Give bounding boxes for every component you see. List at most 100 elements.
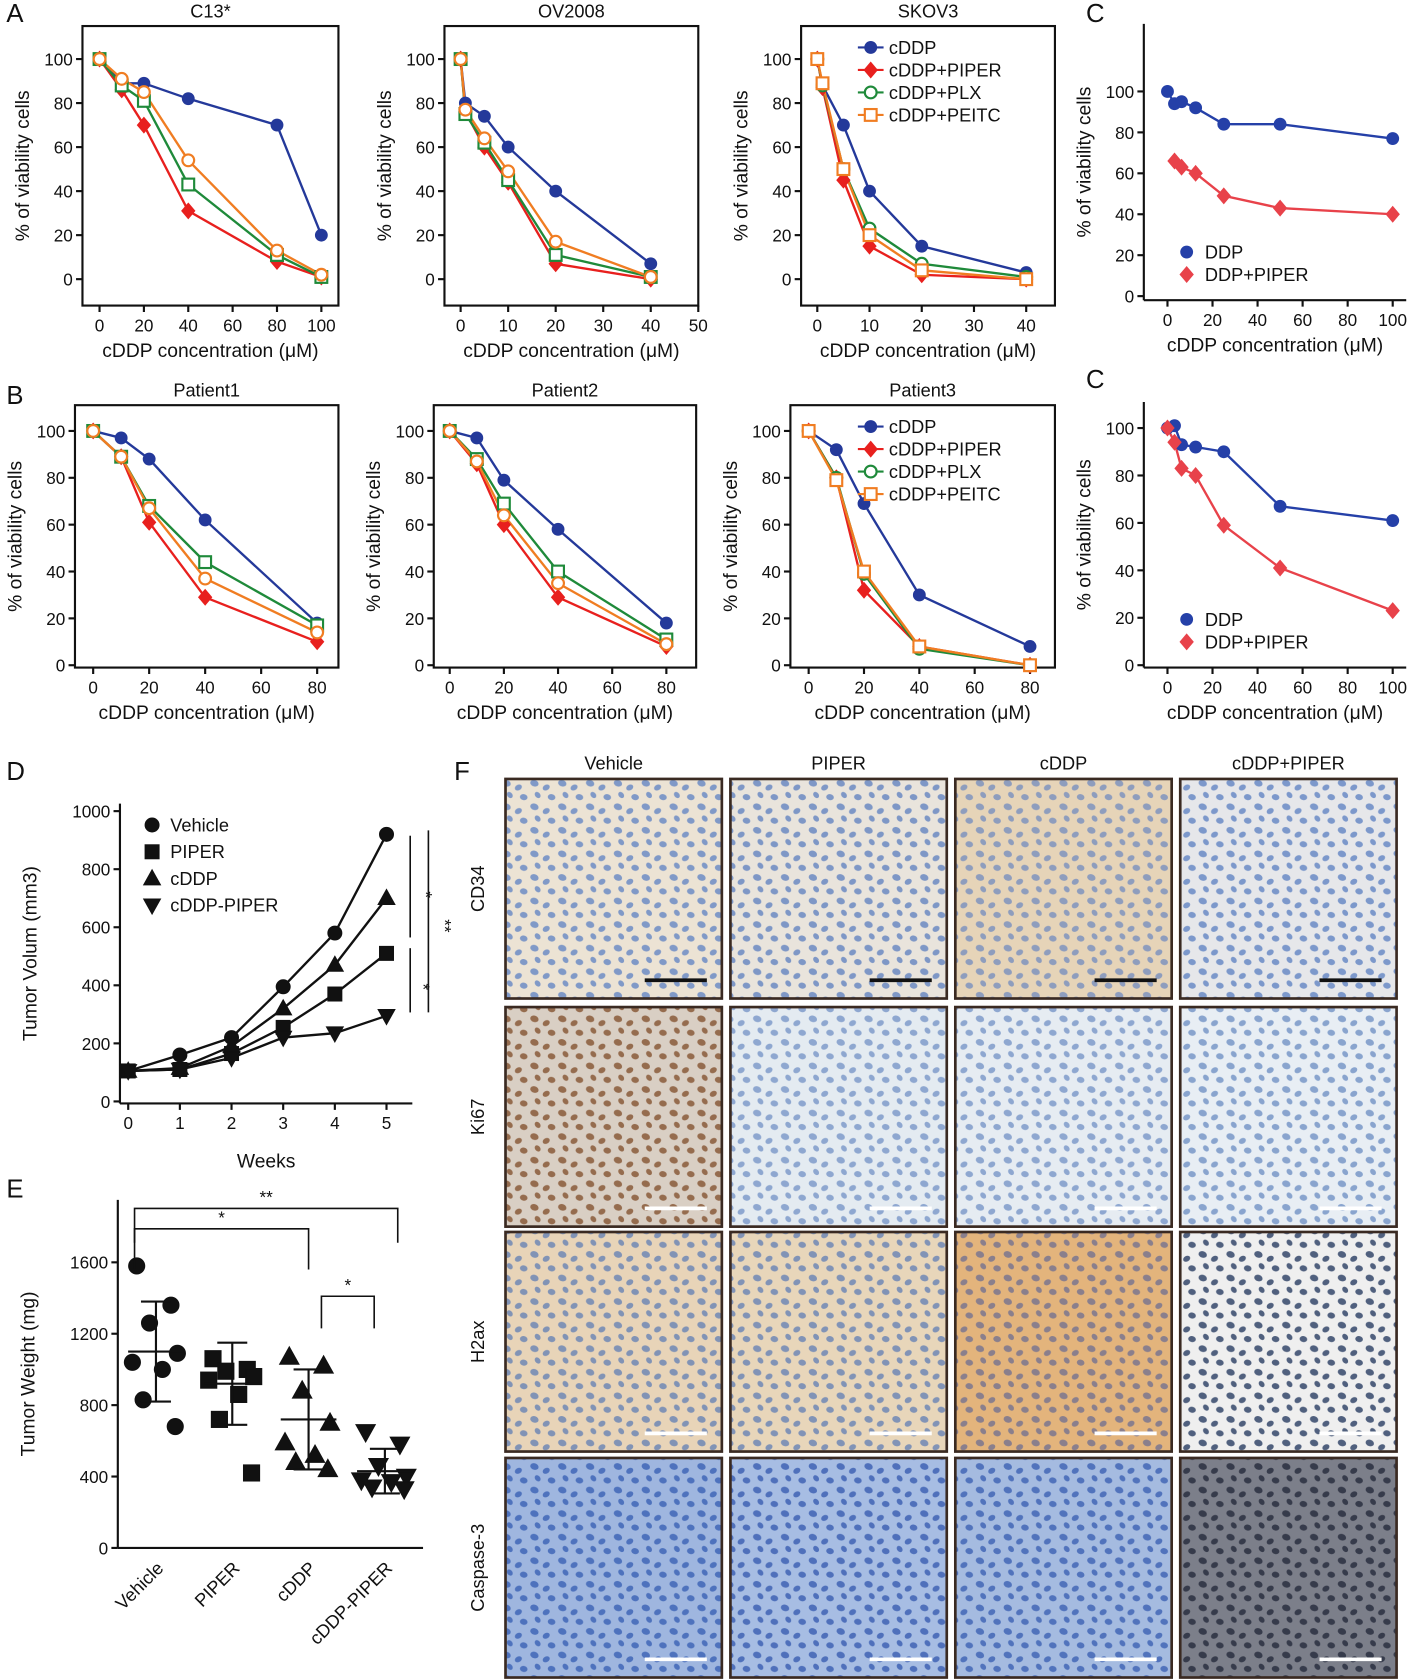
marker: [285, 1451, 307, 1471]
y-tick-label: 20: [762, 609, 781, 629]
series-line: [128, 1014, 387, 1073]
marker: [864, 420, 878, 434]
x-tick-label: 20: [140, 677, 159, 697]
marker: [1019, 272, 1034, 287]
marker: [314, 267, 329, 282]
x-tick-label: 20: [854, 677, 873, 697]
x-tick-label: 20: [134, 315, 153, 335]
micrograph: [1178, 1456, 1398, 1679]
marker: [304, 1443, 326, 1463]
marker: [181, 202, 196, 220]
marker: [836, 118, 850, 132]
micrograph: [953, 1230, 1174, 1453]
y-tick-label: 0: [425, 270, 435, 290]
marker: [815, 76, 830, 91]
marker: [863, 184, 876, 198]
marker: [477, 131, 492, 146]
chart-title: Patient3: [889, 381, 956, 401]
panel-label: A: [6, 0, 24, 28]
marker: [549, 184, 563, 198]
marker: [1216, 516, 1231, 534]
x-tick-label: 0: [1163, 677, 1173, 697]
marker: [377, 1008, 396, 1026]
marker: [141, 513, 157, 531]
marker: [142, 452, 156, 466]
x-axis-label: cDDP concentration (μM): [1167, 336, 1383, 357]
x-tick-label: 100: [307, 315, 336, 335]
marker: [442, 423, 457, 438]
x-axis-label: cDDP concentration (μM): [1167, 703, 1383, 724]
x-tick-label: 60: [1293, 310, 1312, 330]
marker: [128, 1257, 146, 1275]
x-tick-label: 20: [546, 315, 565, 335]
y-tick-label: 20: [772, 226, 791, 246]
marker: [291, 1379, 313, 1399]
marker: [270, 118, 284, 132]
y-tick-label: 0: [1125, 287, 1135, 307]
legend-label: cDDP+PIPER: [889, 440, 1002, 460]
marker: [1272, 559, 1288, 577]
x-axis-label: cDDP concentration (μM): [457, 703, 673, 724]
marker: [123, 1353, 141, 1371]
y-tick-label: 20: [1115, 246, 1134, 266]
marker: [273, 998, 293, 1016]
marker: [1160, 419, 1175, 437]
chart-title: SKOV3: [898, 1, 959, 21]
marker: [361, 1479, 383, 1499]
x-tick-label: 3: [278, 1113, 288, 1133]
x-axis-label: cDDP concentration (μM): [814, 703, 1030, 724]
chart-title: C13*: [190, 1, 230, 21]
marker: [469, 454, 484, 469]
marker: [1217, 445, 1231, 459]
x-tick-label: 80: [1020, 677, 1039, 697]
micrograph: [729, 1230, 949, 1453]
y-tick-label: 60: [405, 515, 424, 535]
x-tick-label: 4: [330, 1113, 340, 1133]
marker: [210, 1410, 228, 1428]
marker: [1179, 266, 1194, 284]
marker: [118, 1064, 138, 1081]
marker: [801, 423, 816, 438]
y-tick-label: 800: [82, 860, 111, 880]
marker: [644, 257, 658, 271]
series-line: [459, 58, 652, 265]
panel-label: C: [1086, 366, 1105, 394]
marker: [197, 588, 213, 606]
y-tick-label: 400: [80, 1467, 109, 1487]
x-tick-label: PIPER: [191, 1558, 244, 1611]
x-tick-label: 0: [88, 677, 98, 697]
legend-label: Vehicle: [170, 815, 229, 835]
marker: [230, 1385, 248, 1403]
x-tick-label: 0: [804, 677, 814, 697]
y-tick-label: 80: [1115, 123, 1134, 143]
marker: [379, 826, 395, 842]
y-tick-label: 20: [1115, 608, 1134, 628]
legend-label: cDDP: [889, 417, 937, 437]
x-tick-label: 10: [499, 315, 518, 335]
y-tick-label: 60: [416, 138, 435, 158]
marker: [389, 1436, 411, 1456]
y-tick-label: 60: [46, 515, 65, 535]
panel-label: F: [454, 758, 470, 786]
y-axis-label: % of viability cells: [732, 90, 753, 241]
legend-label: DDP: [1205, 610, 1243, 630]
marker: [548, 234, 563, 249]
y-tick-label: 200: [82, 1034, 111, 1054]
marker: [170, 1062, 190, 1080]
x-tick-label: 20: [1203, 310, 1222, 330]
plot-frame: [81, 24, 340, 307]
marker: [142, 898, 162, 916]
x-tick-label: 0: [123, 1113, 133, 1133]
marker: [864, 41, 878, 54]
legend-label: cDDP: [170, 869, 218, 889]
y-axis-label: % of viability cells: [5, 461, 26, 612]
legend-label: cDDP+PLX: [889, 462, 982, 482]
x-tick-label: 50: [689, 315, 708, 335]
marker: [470, 431, 484, 445]
y-tick-label: 1200: [70, 1324, 108, 1344]
marker: [114, 71, 129, 86]
x-tick-label: 40: [910, 677, 929, 697]
marker: [1189, 101, 1203, 115]
